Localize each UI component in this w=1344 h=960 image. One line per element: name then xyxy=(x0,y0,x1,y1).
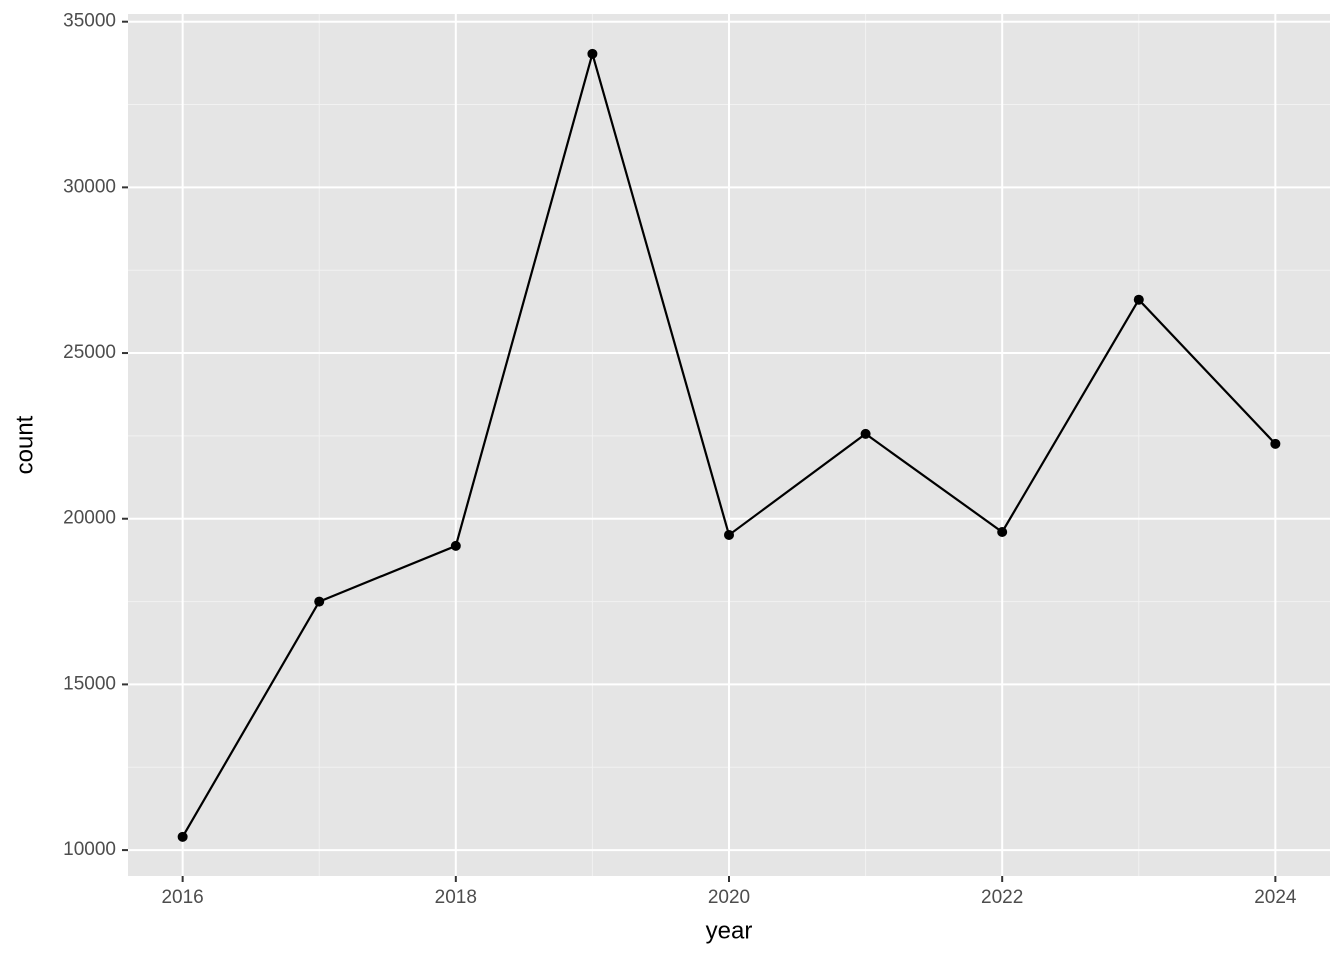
point xyxy=(587,48,598,59)
y-axis-title: count xyxy=(11,415,38,474)
y-tick-label: 15000 xyxy=(63,673,116,694)
y-tick-label: 10000 xyxy=(63,839,116,860)
y-tick-label: 20000 xyxy=(63,508,116,529)
x-tick-label: 2018 xyxy=(435,887,477,908)
x-axis-title: year xyxy=(706,917,753,944)
x-tick-label: 2016 xyxy=(161,887,203,908)
point xyxy=(860,428,871,439)
x-tick-label: 2024 xyxy=(1254,887,1297,908)
y-tick-label: 35000 xyxy=(63,11,116,32)
point xyxy=(314,596,325,607)
x-tick-label: 2022 xyxy=(981,887,1023,908)
point xyxy=(450,540,461,551)
y-tick-label: 30000 xyxy=(63,176,116,197)
point xyxy=(724,529,734,540)
point xyxy=(997,526,1008,537)
x-tick-label: 2020 xyxy=(708,887,750,908)
point xyxy=(177,831,188,842)
point xyxy=(1133,294,1144,305)
point xyxy=(1270,438,1281,449)
y-tick-label: 25000 xyxy=(63,342,116,363)
